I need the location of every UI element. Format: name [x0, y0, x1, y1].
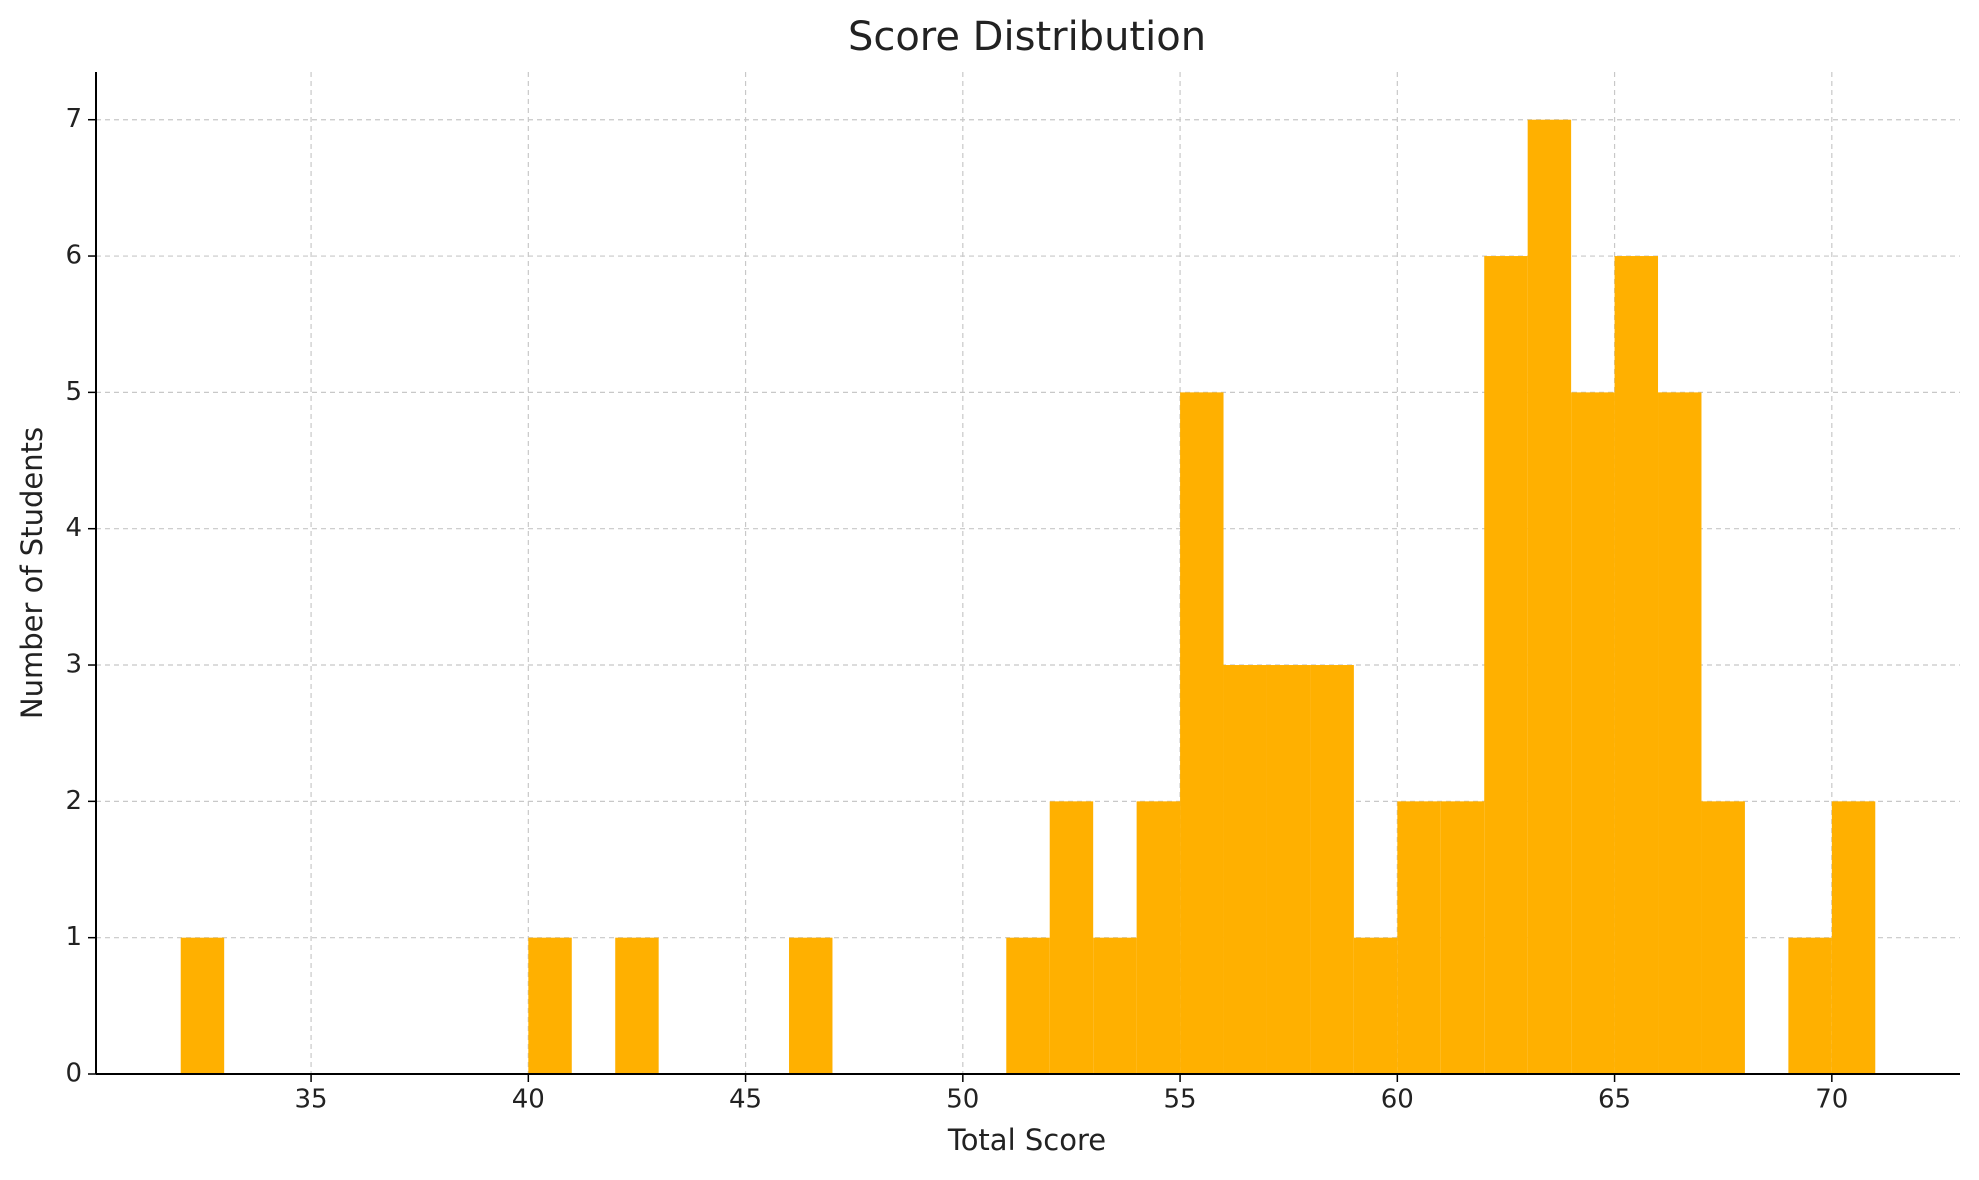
bar [1353, 937, 1398, 1074]
y-tick-label: 3 [65, 650, 82, 680]
bar [1223, 665, 1267, 1074]
x-tick-label: 60 [1381, 1085, 1414, 1115]
bar [1658, 392, 1702, 1075]
chart-title: Score Distribution [848, 14, 1206, 60]
x-axis-label: Total Score [947, 1123, 1106, 1157]
y-tick-label: 5 [65, 377, 82, 407]
y-tick-label: 4 [65, 513, 82, 543]
y-tick-label: 2 [65, 786, 82, 816]
x-tick-label: 70 [1815, 1085, 1848, 1115]
bar [1701, 801, 1745, 1074]
x-tick-label: 65 [1598, 1085, 1631, 1115]
bar [1310, 665, 1354, 1074]
bar [180, 937, 225, 1074]
bar [1136, 801, 1181, 1074]
bar [1614, 256, 1659, 1075]
x-tick-label: 35 [295, 1085, 328, 1115]
y-axis-label: Number of Students [15, 427, 49, 719]
x-tick-label: 40 [512, 1085, 545, 1115]
y-tick-label: 1 [65, 922, 82, 952]
x-tick-label: 50 [946, 1085, 979, 1115]
bar [1440, 801, 1485, 1074]
x-tick-label: 45 [729, 1085, 762, 1115]
bar [1049, 801, 1094, 1074]
bar [789, 937, 833, 1074]
bar [615, 937, 659, 1074]
bar [1006, 937, 1050, 1074]
y-tick-label: 0 [65, 1059, 82, 1089]
x-tick-label: 55 [1164, 1085, 1197, 1115]
bar [1180, 392, 1224, 1075]
y-tick-label: 7 [65, 104, 82, 134]
bar [1266, 665, 1311, 1074]
bar [1831, 801, 1876, 1074]
bar [1788, 937, 1832, 1074]
y-tick-label: 6 [65, 241, 82, 271]
bar [1571, 392, 1615, 1075]
bar [1527, 119, 1572, 1074]
bar [1093, 937, 1137, 1074]
bar [1484, 256, 1528, 1075]
bar [1397, 801, 1441, 1074]
bar [528, 937, 572, 1074]
